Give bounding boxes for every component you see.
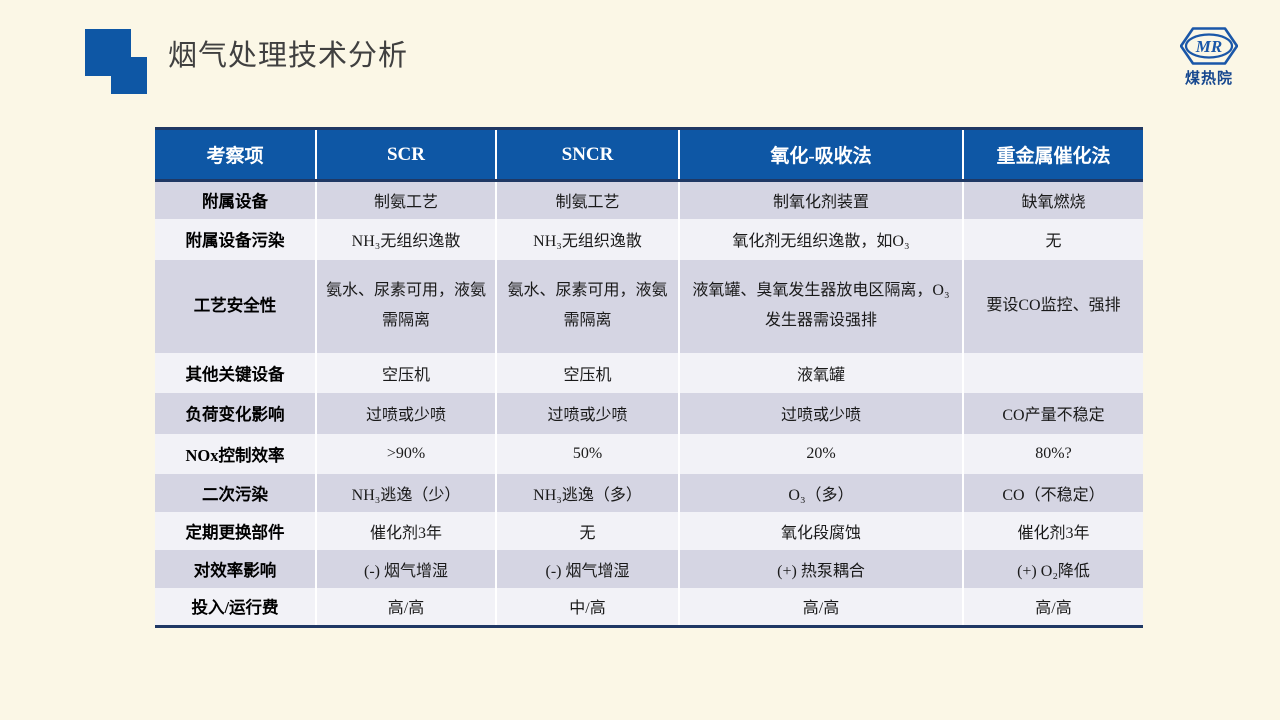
technology-comparison-table: 考察项 SCR SNCR 氧化-吸收法 重金属催化法 附属设备 制氨工艺 制氨工…	[155, 127, 1143, 628]
table-cell: 无	[962, 218, 1143, 260]
table-header-row: 考察项 SCR SNCR 氧化-吸收法 重金属催化法	[155, 128, 1143, 182]
table-row-investment-operating-cost: 投入/运行费 高/高 中/高 高/高 高/高	[155, 587, 1143, 627]
table-cell: NH₃无组织逸散	[495, 218, 679, 260]
table-cell: 80%?	[962, 433, 1143, 474]
table-cell: 氧化段腐蚀	[678, 511, 963, 550]
table-row-secondary-pollution: 二次污染 NH₃逃逸（少） NH₃逃逸（多） O₃（多） CO（不稳定）	[155, 473, 1143, 512]
table-cell: (-) 烟气增湿	[315, 549, 496, 588]
row-label: NOx控制效率	[185, 445, 285, 465]
table-cell: 无	[495, 511, 679, 550]
table-cell: CO（不稳定）	[962, 473, 1143, 512]
table-cell: NH₃逃逸（少）	[315, 473, 496, 512]
column-header-oxidation-absorption: 氧化-吸收法	[678, 128, 963, 182]
row-label: 定期更换部件	[185, 522, 285, 542]
table-cell: 空压机	[315, 352, 496, 393]
table-cell: 高/高	[315, 587, 496, 627]
page-title: 烟气处理技术分析	[168, 40, 409, 72]
table-cell: 缺氧燃烧	[962, 180, 1143, 219]
table-cell: 高/高	[962, 587, 1143, 627]
column-header-scr: SCR	[315, 128, 496, 182]
table-cell: (+) O₂降低	[962, 549, 1143, 588]
table-cell: >90%	[315, 433, 496, 474]
table-row-auxiliary-equipment: 附属设备 制氨工艺 制氨工艺 制氧化剂装置 缺氧燃烧	[155, 180, 1143, 219]
table-row-process-safety: 工艺安全性 氨水、尿素可用，液氨需隔离 氨水、尿素可用，液氨需隔离 液氧罐、臭氧…	[155, 259, 1143, 353]
row-label: 工艺安全性	[193, 296, 277, 316]
table-cell: 催化剂3年	[962, 511, 1143, 550]
logo-monogram: MR	[1195, 37, 1222, 56]
table-cell: CO产量不稳定	[962, 392, 1143, 434]
table-row-auxiliary-pollution: 附属设备污染 NH₃无组织逸散 NH₃无组织逸散 氧化剂无组织逸散，如O₃ 无	[155, 218, 1143, 260]
row-label: 对效率影响	[193, 560, 277, 580]
table-cell: 过喷或少喷	[495, 392, 679, 434]
row-label: 负荷变化影响	[185, 405, 285, 424]
row-label: 投入/运行费	[191, 598, 279, 618]
table-cell: NH₃逃逸（多）	[495, 473, 679, 512]
table-cell: 要设CO监控、强排	[962, 259, 1143, 353]
table-cell: (+) 热泵耦合	[678, 549, 963, 588]
table-cell: 制氧化剂装置	[678, 180, 963, 219]
table-cell: 过喷或少喷	[315, 392, 496, 434]
table-cell: 液氧罐	[678, 352, 963, 393]
column-header-sncr: SNCR	[495, 128, 679, 182]
table-row-load-change-impact: 负荷变化影响 过喷或少喷 过喷或少喷 过喷或少喷 CO产量不稳定	[155, 392, 1143, 434]
company-logo: MR 煤热院	[1176, 26, 1242, 88]
table-cell: (-) 烟气增湿	[495, 549, 679, 588]
logo-mark-icon: MR	[1180, 27, 1238, 65]
row-label: 附属设备污染	[185, 231, 285, 250]
table-cell: 氨水、尿素可用，液氨需隔离	[495, 259, 679, 353]
logo-caption: 煤热院	[1184, 70, 1233, 87]
column-header-item: 考察项	[155, 128, 316, 182]
row-label: 其他关键设备	[185, 364, 285, 384]
table-cell: 高/高	[678, 587, 963, 627]
table-cell: 制氨工艺	[495, 180, 679, 219]
table-cell: O₃（多）	[678, 473, 963, 512]
table-cell	[962, 352, 1143, 393]
table-cell: 催化剂3年	[315, 511, 496, 550]
table-cell: NH₃无组织逸散	[315, 218, 496, 260]
table-cell: 50%	[495, 433, 679, 474]
table-cell: 过喷或少喷	[678, 392, 963, 434]
table-row-other-key-equipment: 其他关键设备 空压机 空压机 液氧罐	[155, 352, 1143, 393]
row-label: 二次污染	[202, 484, 268, 504]
table-cell: 空压机	[495, 352, 679, 393]
table-row-nox-control-efficiency: NOx控制效率 >90% 50% 20% 80%?	[155, 433, 1143, 474]
table-cell: 氨水、尿素可用，液氨需隔离	[315, 259, 496, 353]
table-cell: 制氨工艺	[315, 180, 496, 219]
table-cell: 液氧罐、臭氧发生器放电区隔离，O₃发生器需设强排	[678, 259, 963, 353]
table-cell: 氧化剂无组织逸散，如O₃	[678, 218, 963, 260]
table-row-periodic-replacement: 定期更换部件 催化剂3年 无 氧化段腐蚀 催化剂3年	[155, 511, 1143, 550]
table-cell: 中/高	[495, 587, 679, 627]
table-row-efficiency-impact: 对效率影响 (-) 烟气增湿 (-) 烟气增湿 (+) 热泵耦合 (+) O₂降…	[155, 549, 1143, 588]
table-cell: 20%	[678, 433, 963, 474]
row-label: 附属设备	[202, 192, 268, 212]
column-header-heavy-metal-catalysis: 重金属催化法	[962, 128, 1143, 182]
title-accent-square-small	[111, 57, 147, 94]
